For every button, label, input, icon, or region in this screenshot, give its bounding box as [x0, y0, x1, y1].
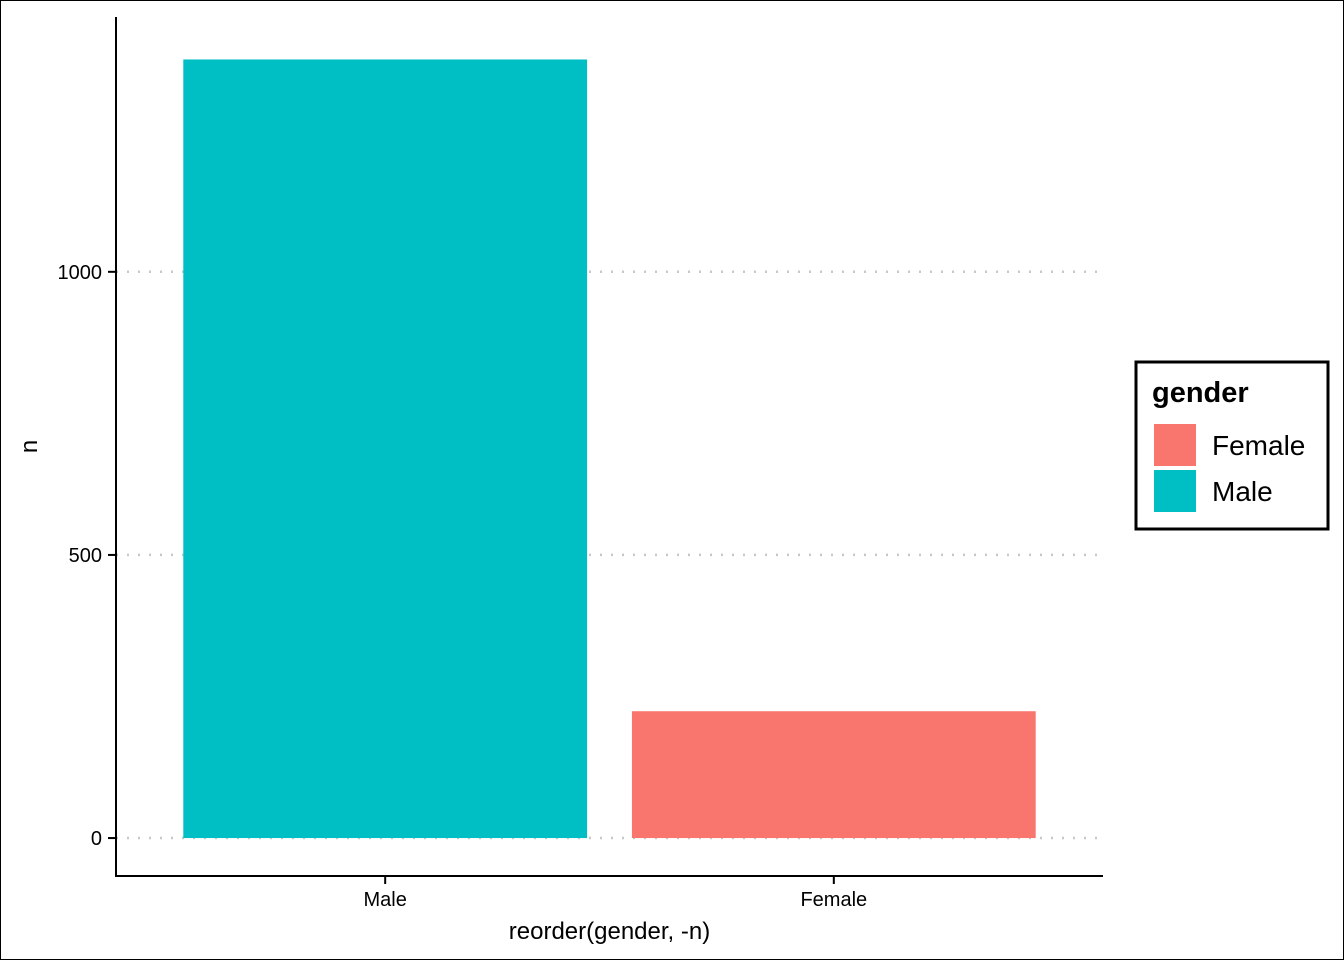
y-tick-label-1000: 1000 [58, 262, 103, 284]
bar-male [183, 59, 588, 839]
legend-title: gender [1152, 377, 1249, 409]
x-tick-label-male: Male [364, 889, 407, 911]
bar-female [631, 711, 1036, 839]
x-tick-label-female: Female [800, 889, 867, 911]
x-ticks: Male Female [364, 876, 867, 911]
legend-label-female: Female [1212, 430, 1305, 461]
legend: gender Female Male [1134, 360, 1330, 531]
legend-swatch-male [1154, 470, 1196, 512]
y-tick-label-500: 500 [69, 545, 102, 567]
y-ticks: 0 500 1000 [58, 262, 116, 850]
y-tick-label-0: 0 [91, 828, 102, 850]
bars [183, 59, 1036, 839]
axes [115, 17, 1103, 877]
x-axis-title: reorder(gender, -n) [509, 918, 710, 945]
legend-label-male: Male [1212, 476, 1273, 507]
y-axis-title: n [16, 440, 43, 453]
legend-swatch-female [1154, 424, 1196, 466]
legend-entries: Female Male [1154, 424, 1305, 512]
